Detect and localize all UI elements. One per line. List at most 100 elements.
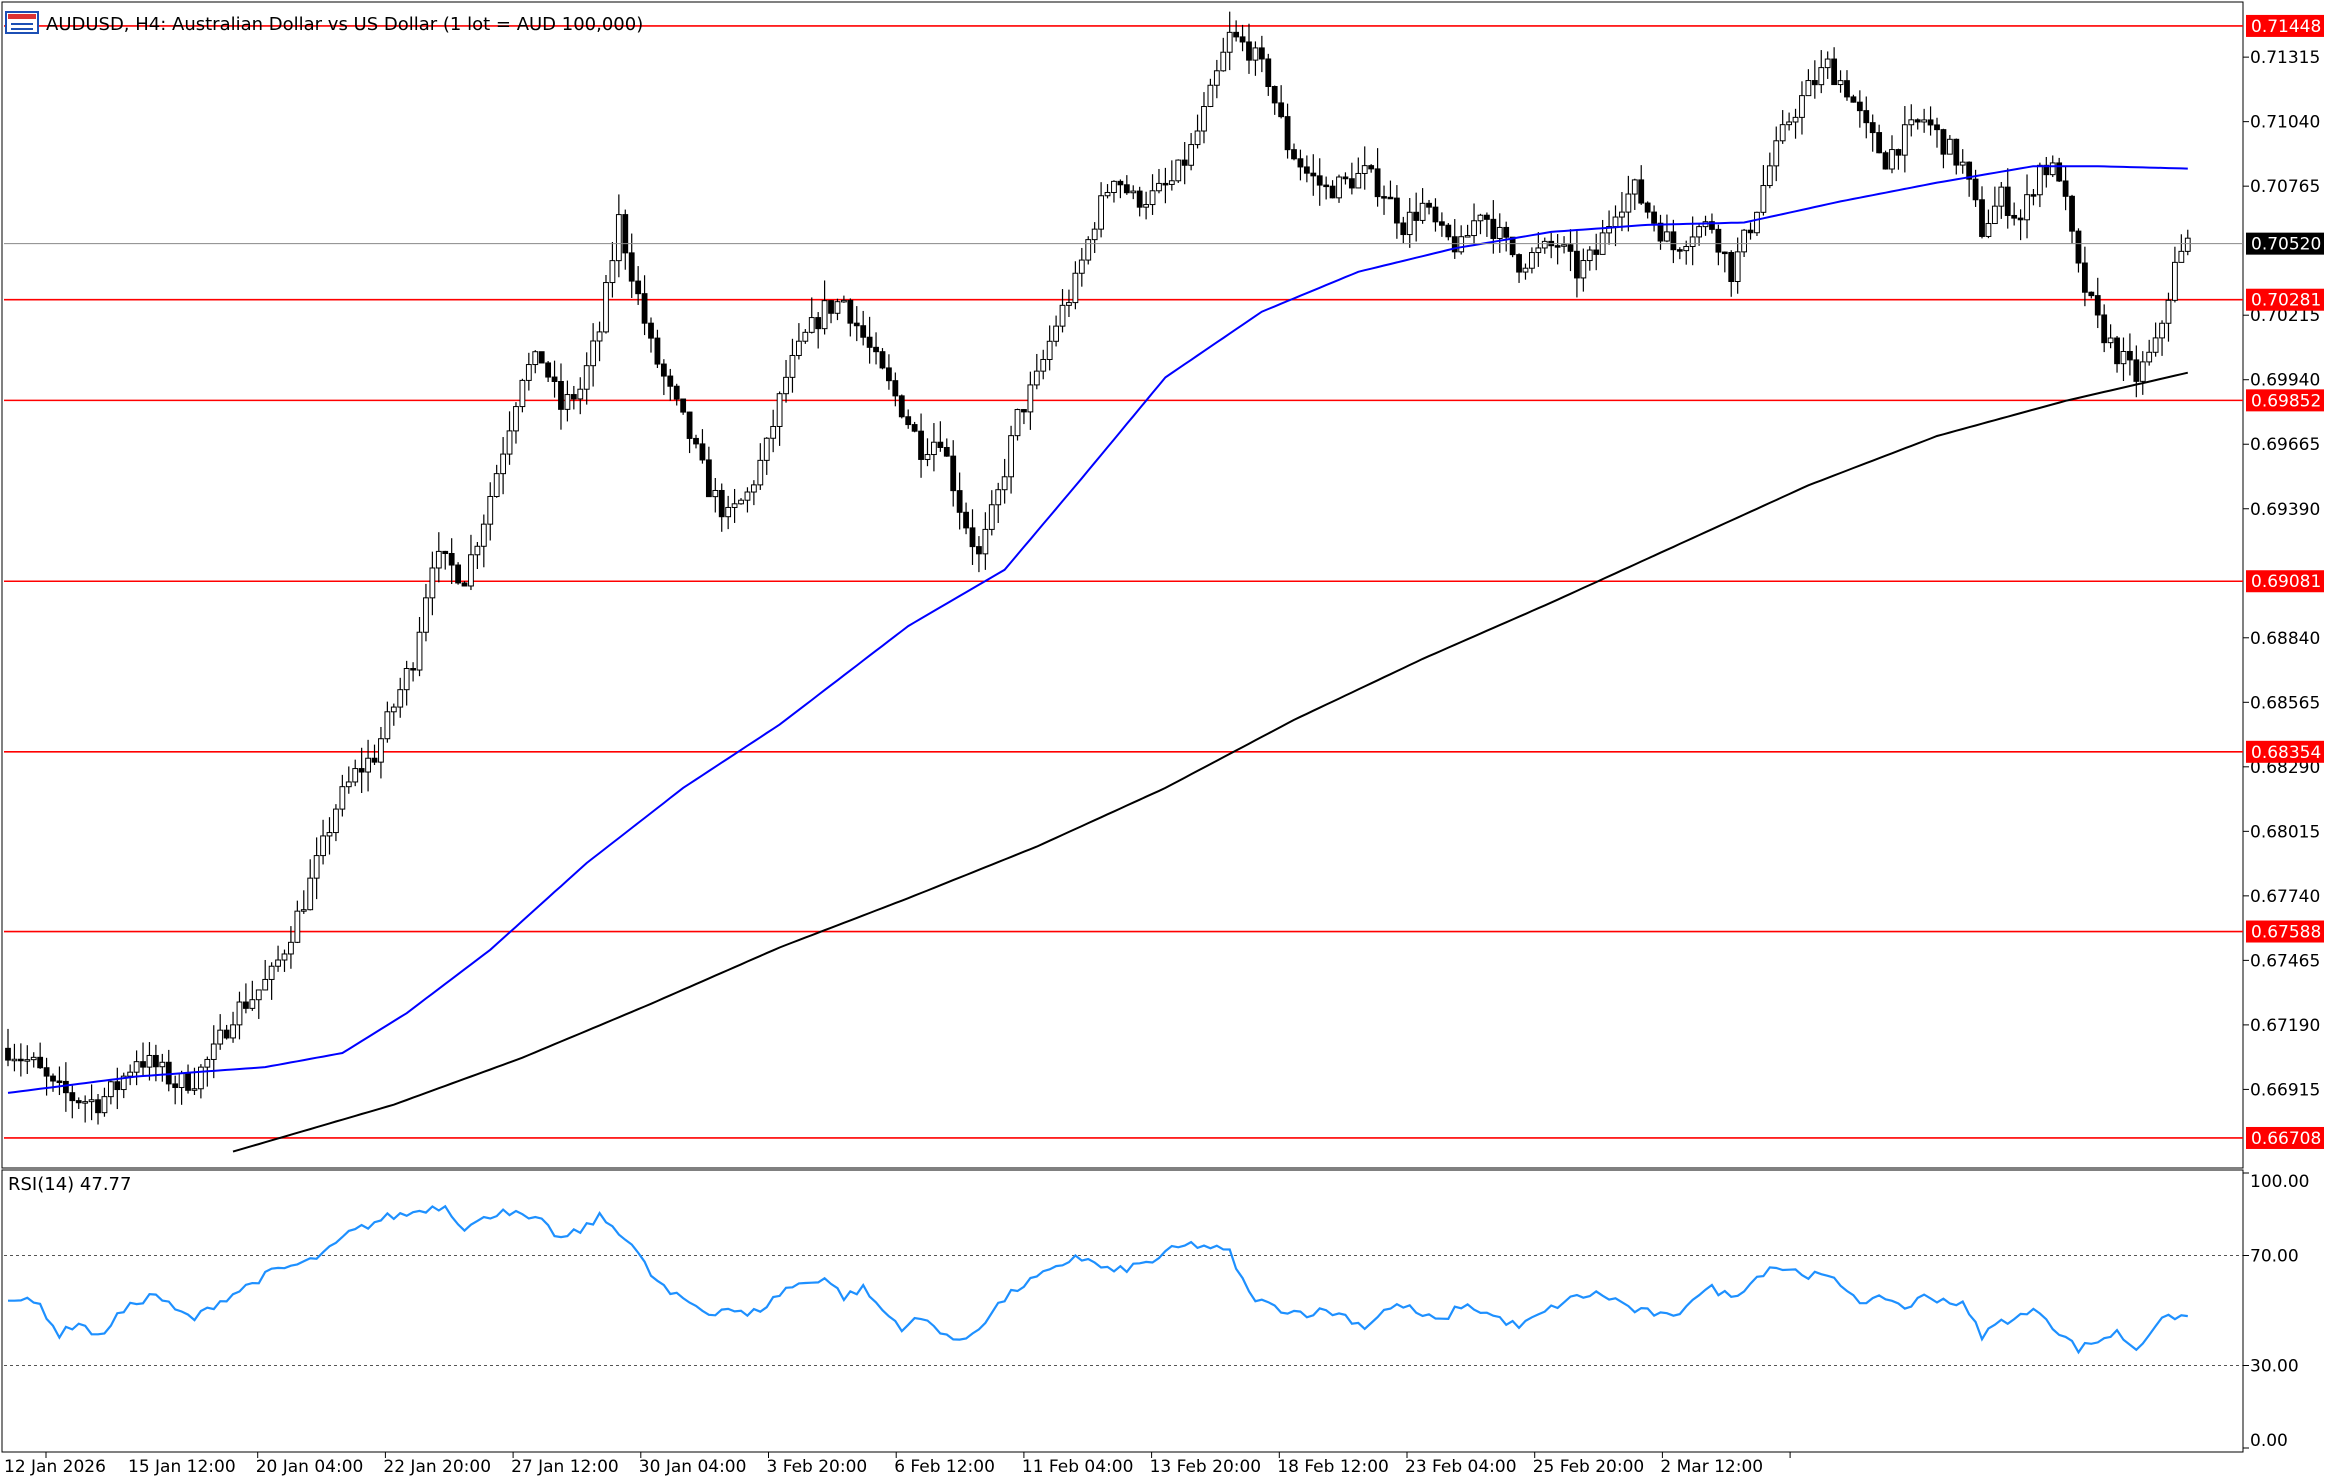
candle-body-bear [75,1100,82,1104]
candle-body-bull [1683,246,1690,252]
candle-body-bull [1522,267,1529,273]
candle-body-bear [1927,119,1934,126]
candle-body-bull [841,299,847,303]
candle [513,402,519,444]
candle-body-bear [1747,229,1754,234]
price-tick-label: 0.69390 [2250,500,2320,520]
candle-body-bull [326,832,333,837]
candle [2120,337,2127,381]
candle-body-bull [757,459,764,486]
candle-body-bear [1400,222,1407,236]
candle-body-bull [1001,476,1008,491]
candle-body-bear [1715,228,1722,253]
candle [538,351,545,364]
candle-body-bull [339,786,346,810]
candle [1561,236,1567,254]
candle [532,350,539,374]
candle [1696,223,1702,246]
candle-body-bull [1818,67,1825,86]
candle [1316,158,1323,206]
candle-body-bear [1297,158,1304,168]
candle-body-bull [1631,179,1638,195]
candle [1303,155,1310,183]
candle-body-bear [1284,116,1291,151]
candle [1593,233,1600,271]
chart-window-icon-bar [8,14,36,19]
candle [95,1094,101,1125]
candle-body-bull [1606,226,1612,234]
candle [1811,60,1818,99]
candle [1072,261,1079,310]
candle [1760,165,1767,216]
price-tick-label: 0.66915 [2250,1080,2320,1100]
candle [1226,11,1233,71]
candle [1786,112,1793,131]
candle [1580,248,1587,292]
candle-body-bear [892,380,899,397]
candle [641,275,648,336]
candle-body-bear [1567,244,1574,252]
candle-body-bull [107,1081,114,1098]
candle [416,616,423,677]
candle [1213,59,1220,99]
candle [1008,425,1014,494]
candle [1959,149,1966,174]
candle-body-bull [1625,193,1632,213]
candle [243,983,249,1014]
candle [680,398,687,415]
candle-body-bear [558,380,564,410]
candle [1471,203,1477,245]
candle [1310,154,1317,196]
candle-body-bull [2152,337,2159,353]
candle-body-bear [853,322,860,327]
candle-body-bear [847,299,854,324]
candle [1477,213,1484,235]
candle-body-bear [1316,175,1323,186]
candle [1053,315,1059,347]
candle [281,949,288,972]
candle [1342,172,1349,185]
candle-body-bull [1766,165,1773,187]
candle-body-bull [390,706,397,713]
candle [1381,185,1387,215]
candle [1946,135,1953,155]
candle-body-bull [2107,337,2114,344]
candle [2165,292,2172,342]
candle [1130,185,1137,200]
candle [686,411,693,454]
candle-body-bear [1310,172,1317,177]
candle-body-bear [1914,119,1921,123]
candle [2017,209,2024,241]
price-tick-label: 0.68015 [2250,822,2320,842]
candle [1683,240,1690,265]
candle-body-bear [667,375,674,387]
candle-body-bull [590,340,597,367]
candle [1991,186,1998,225]
candle [1625,175,1632,232]
candle-body-bear [1233,31,1240,38]
candle-body-bear [1246,41,1252,61]
candle-body-bull [500,453,507,475]
rsi-panel-frame [1,1169,2244,1453]
candle [455,562,462,585]
candle-body-bull [1149,190,1156,206]
candle [1291,143,1297,161]
current-price-tag [2246,232,2324,255]
candle [2101,304,2108,353]
current-price-label: 0.70520 [2251,235,2321,255]
candle [603,274,609,334]
candle-body-bear [1940,129,1947,155]
candle-body-bear [943,446,950,457]
candle-body-bear [455,564,462,584]
candle-body-bull [2024,194,2030,221]
candle [1747,222,1754,240]
candle [390,703,397,726]
candle-body-bull [133,1061,140,1073]
candle [1104,184,1111,199]
candle [1741,228,1747,258]
candle-body-bear [1445,224,1452,238]
candle [635,266,642,305]
price-tick-label: 0.68565 [2250,693,2320,713]
candle-body-bear [1374,168,1381,198]
candle-body-bull [300,909,307,912]
